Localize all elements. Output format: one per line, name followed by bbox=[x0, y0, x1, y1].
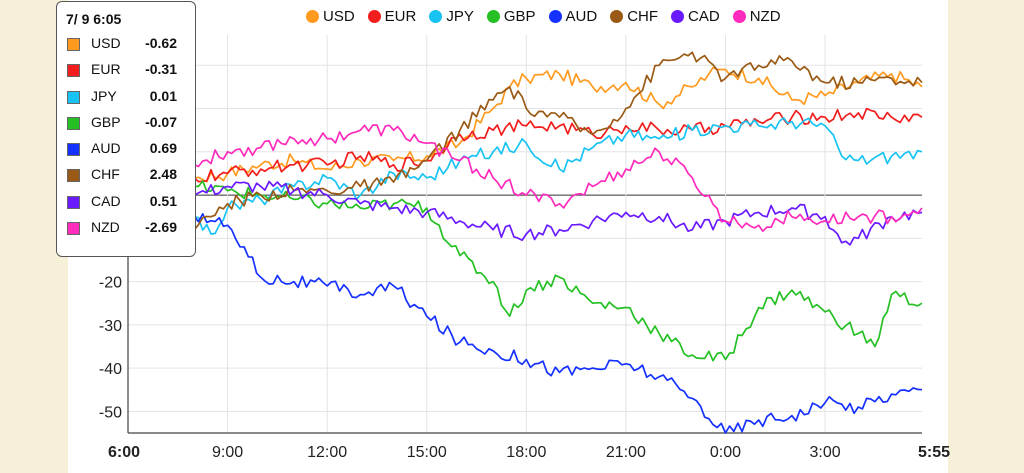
legend-item-eur[interactable]: EUR bbox=[367, 7, 417, 25]
legend-label: CAD bbox=[688, 7, 720, 25]
tooltip-value: -0.62 bbox=[145, 35, 177, 51]
legend-item-cad[interactable]: CAD bbox=[671, 8, 720, 25]
legend-label: GBP bbox=[503, 7, 536, 25]
tooltip-row-aud: AUD 0.69 bbox=[57, 138, 195, 164]
y-tick-label: -20 bbox=[99, 275, 122, 292]
legend-dot-icon bbox=[732, 9, 746, 23]
tooltip-value: 0.51 bbox=[149, 192, 177, 209]
tooltip-value: -0.31 bbox=[145, 61, 177, 78]
color-swatch-icon bbox=[67, 90, 80, 104]
color-swatch-icon bbox=[67, 116, 80, 130]
legend-label: USD bbox=[323, 7, 355, 25]
x-tick-label: 0:00 bbox=[710, 444, 741, 461]
legend-label: JPY bbox=[446, 7, 474, 25]
legend-dot-icon bbox=[486, 9, 500, 23]
tooltip-value: 0.01 bbox=[149, 87, 177, 104]
tooltip-currency: AUD bbox=[91, 140, 121, 157]
legend-item-gbp[interactable]: GBP bbox=[486, 7, 536, 25]
series-line-nzd[interactable] bbox=[127, 124, 923, 233]
hover-tooltip: 7/ 9 6:05 USD -0.62 EUR -0.31 JPY 0.01 GBP -0.0… bbox=[56, 1, 196, 257]
tooltip-row-usd: USD -0.62 bbox=[57, 33, 195, 59]
tooltip-value: 0.69 bbox=[149, 140, 177, 157]
color-swatch-icon bbox=[67, 169, 80, 183]
tooltip-currency: EUR bbox=[91, 61, 121, 78]
y-tick-label: -40 bbox=[99, 361, 122, 378]
tooltip-row-cad: CAD 0.51 bbox=[57, 191, 195, 217]
legend-label: EUR bbox=[384, 7, 417, 25]
tooltip-row-chf: CHF 2.48 bbox=[57, 164, 195, 190]
tooltip-time: 7/ 9 6:05 bbox=[66, 11, 122, 27]
color-swatch-icon bbox=[67, 64, 80, 78]
legend-dot-icon bbox=[671, 9, 685, 23]
x-tick-label: 6:00 bbox=[108, 444, 140, 461]
tooltip-currency: CAD bbox=[91, 192, 121, 209]
color-swatch-icon bbox=[67, 38, 80, 51]
legend-item-nzd[interactable]: NZD bbox=[732, 7, 781, 25]
x-tick-label: 18:00 bbox=[506, 444, 546, 461]
tooltip-currency: CHF bbox=[91, 166, 120, 183]
tooltip-row-nzd: NZD -2.69 bbox=[57, 217, 195, 243]
tooltip-currency: NZD bbox=[91, 219, 120, 236]
x-tick-label: 5:55 bbox=[918, 444, 950, 461]
legend-item-aud[interactable]: AUD bbox=[548, 7, 598, 25]
legend-label: AUD bbox=[565, 7, 598, 25]
tooltip-value: -2.69 bbox=[145, 219, 177, 236]
x-tick-label: 15:00 bbox=[407, 444, 447, 461]
tooltip-row-gbp: GBP -0.07 bbox=[57, 112, 195, 138]
legend: USD EUR JPY GBP AUD CHF CAD NZD bbox=[306, 5, 794, 27]
chart-panel bbox=[68, 0, 948, 473]
tooltip-value: 2.48 bbox=[149, 166, 177, 183]
color-swatch-icon bbox=[67, 222, 80, 236]
series-line-usd[interactable] bbox=[127, 66, 923, 197]
tooltip-currency: USD bbox=[91, 35, 121, 51]
tooltip-currency: JPY bbox=[91, 87, 117, 104]
legend-dot-icon bbox=[367, 9, 381, 23]
x-tick-label: 3:00 bbox=[810, 444, 841, 461]
legend-dot-icon bbox=[429, 9, 443, 23]
tooltip-currency: GBP bbox=[91, 113, 121, 130]
legend-dot-icon bbox=[548, 9, 562, 23]
legend-dot-icon bbox=[306, 9, 319, 23]
series-line-jpy[interactable] bbox=[127, 117, 923, 238]
legend-item-chf[interactable]: CHF bbox=[610, 8, 658, 25]
legend-dot-icon bbox=[610, 9, 624, 23]
series-line-gbp[interactable] bbox=[127, 179, 923, 362]
y-tick-label: -50 bbox=[99, 404, 122, 421]
color-swatch-icon bbox=[67, 143, 80, 157]
x-tick-label: 12:00 bbox=[307, 444, 347, 461]
tooltip-row-jpy: JPY 0.01 bbox=[57, 86, 195, 112]
legend-label: NZD bbox=[749, 7, 781, 25]
color-swatch-icon bbox=[67, 195, 80, 209]
legend-item-usd[interactable]: USD bbox=[306, 8, 355, 25]
series-line-aud[interactable] bbox=[127, 192, 923, 434]
tooltip-value: -0.07 bbox=[145, 113, 177, 130]
x-tick-label: 9:00 bbox=[212, 444, 243, 461]
series-line-chf[interactable] bbox=[127, 51, 923, 231]
x-tick-label: 21:00 bbox=[606, 444, 646, 461]
series-line-cad[interactable] bbox=[127, 180, 923, 246]
y-tick-label: -30 bbox=[99, 318, 122, 335]
legend-item-jpy[interactable]: JPY bbox=[429, 8, 474, 25]
tooltip-row-eur: EUR -0.31 bbox=[57, 59, 195, 85]
legend-label: CHF bbox=[627, 7, 659, 25]
